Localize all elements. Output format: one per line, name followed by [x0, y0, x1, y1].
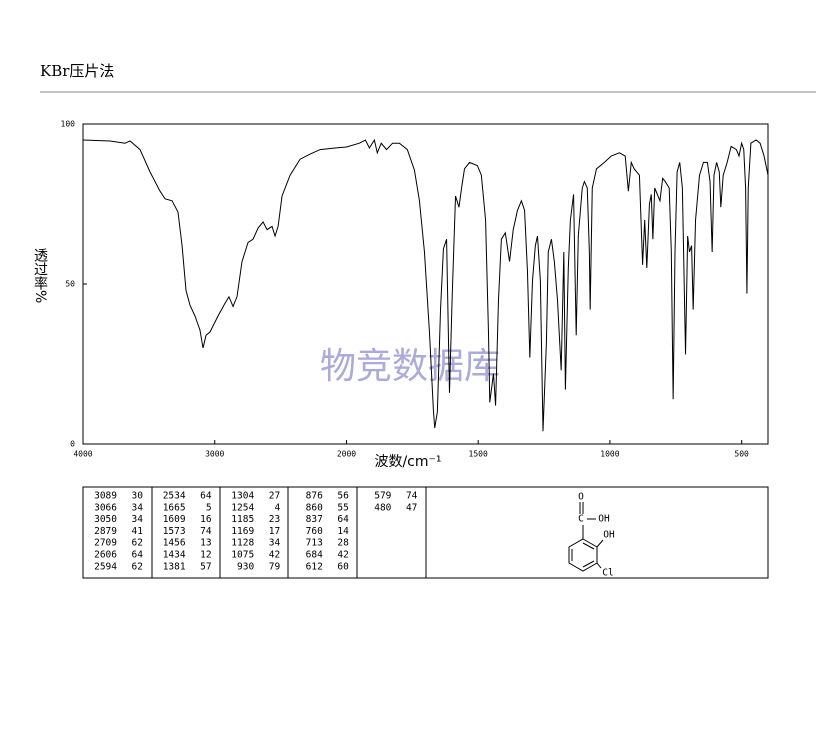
- atom-label: OH: [603, 530, 615, 541]
- table-dividers: [151, 487, 427, 578]
- peak-wavenumber: 2594: [94, 561, 117, 572]
- peak-transmittance: 30: [132, 491, 144, 502]
- atom-label: O: [578, 492, 584, 503]
- atom-label: OH: [598, 514, 610, 525]
- peak-wavenumber: 1456: [163, 538, 186, 549]
- peak-wavenumber: 684: [306, 550, 323, 561]
- peak-transmittance: 27: [269, 491, 280, 502]
- peak-wavenumber: 612: [306, 561, 323, 572]
- peak-transmittance: 34: [269, 538, 281, 549]
- peak-transmittance: 23: [269, 514, 280, 525]
- peak-transmittance: 4: [274, 502, 280, 513]
- peak-wavenumber: 930: [237, 561, 254, 572]
- x-tick-label: 4000: [73, 450, 92, 459]
- peak-wavenumber: 2606: [94, 550, 117, 561]
- peak-transmittance: 74: [406, 491, 418, 502]
- peak-transmittance: 41: [132, 526, 144, 537]
- peak-wavenumber: 480: [374, 502, 391, 513]
- peak-transmittance: 5: [206, 502, 212, 513]
- peak-transmittance: 55: [337, 502, 348, 513]
- peak-wavenumber: 1381: [163, 561, 186, 572]
- peak-transmittance: 17: [269, 526, 280, 537]
- peak-transmittance: 42: [269, 550, 280, 561]
- peak-wavenumber: 1304: [231, 491, 254, 502]
- peak-wavenumber: 1609: [163, 514, 186, 525]
- y-tick-label: 50: [65, 280, 75, 289]
- spectrum-line: [82, 138, 769, 432]
- peak-wavenumber: 837: [306, 514, 323, 525]
- peak-transmittance: 57: [200, 561, 211, 572]
- peak-transmittance: 64: [132, 550, 144, 561]
- peak-wavenumber: 579: [374, 491, 391, 502]
- peak-wavenumber: 2879: [94, 526, 117, 537]
- peak-wavenumber: 1128: [231, 538, 254, 549]
- x-axis-label: 波数/cm⁻¹: [374, 454, 441, 470]
- peak-transmittance: 28: [337, 538, 349, 549]
- peak-wavenumber: 876: [306, 491, 323, 502]
- peak-wavenumber: 1434: [163, 550, 186, 561]
- peak-transmittance: 34: [132, 502, 144, 513]
- peak-transmittance: 64: [337, 514, 349, 525]
- peak-transmittance: 64: [200, 491, 212, 502]
- molecule: [568, 502, 604, 572]
- y-axis-label: 透过率%: [32, 248, 48, 303]
- peak-wavenumber: 1665: [163, 502, 186, 513]
- peak-wavenumber: 2534: [163, 491, 186, 502]
- peak-wavenumber: 1573: [163, 526, 186, 537]
- peak-wavenumber: 3050: [94, 514, 117, 525]
- watermark: 物竞数据库: [320, 346, 500, 387]
- peak-transmittance: 79: [269, 561, 281, 572]
- y-tick-label: 0: [70, 440, 75, 449]
- peak-wavenumber: 1169: [231, 526, 254, 537]
- x-tick-label: 2000: [337, 450, 356, 459]
- peak-transmittance: 14: [337, 526, 349, 537]
- y-tick-label: 100: [61, 120, 76, 129]
- atom-label: Cl: [602, 568, 613, 579]
- peak-wavenumber: 1185: [231, 514, 254, 525]
- peak-wavenumber: 1075: [231, 550, 254, 561]
- peak-transmittance: 60: [337, 561, 349, 572]
- x-tick-label: 1500: [469, 450, 488, 459]
- atom-label: C: [578, 514, 584, 525]
- peak-wavenumber: 2709: [94, 538, 117, 549]
- peak-transmittance: 42: [337, 550, 348, 561]
- peak-transmittance: 34: [132, 514, 144, 525]
- page-title: KBr压片法: [40, 62, 114, 80]
- peak-transmittance: 74: [200, 526, 212, 537]
- x-tick-label: 1000: [600, 450, 619, 459]
- peak-transmittance: 47: [406, 502, 417, 513]
- peak-transmittance: 12: [200, 550, 211, 561]
- peak-wavenumber: 1254: [231, 502, 254, 513]
- peak-transmittance: 62: [132, 538, 143, 549]
- peak-transmittance: 56: [337, 491, 349, 502]
- x-tick-label: 3000: [205, 450, 224, 459]
- peak-transmittance: 62: [132, 561, 143, 572]
- peak-wavenumber: 3066: [94, 502, 117, 513]
- peak-wavenumber: 3089: [94, 491, 117, 502]
- peak-transmittance: 16: [200, 514, 212, 525]
- peak-transmittance: 13: [200, 538, 211, 549]
- x-tick-label: 500: [734, 450, 749, 459]
- peak-wavenumber: 760: [306, 526, 323, 537]
- peak-wavenumber: 860: [306, 502, 323, 513]
- peak-wavenumber: 713: [306, 538, 323, 549]
